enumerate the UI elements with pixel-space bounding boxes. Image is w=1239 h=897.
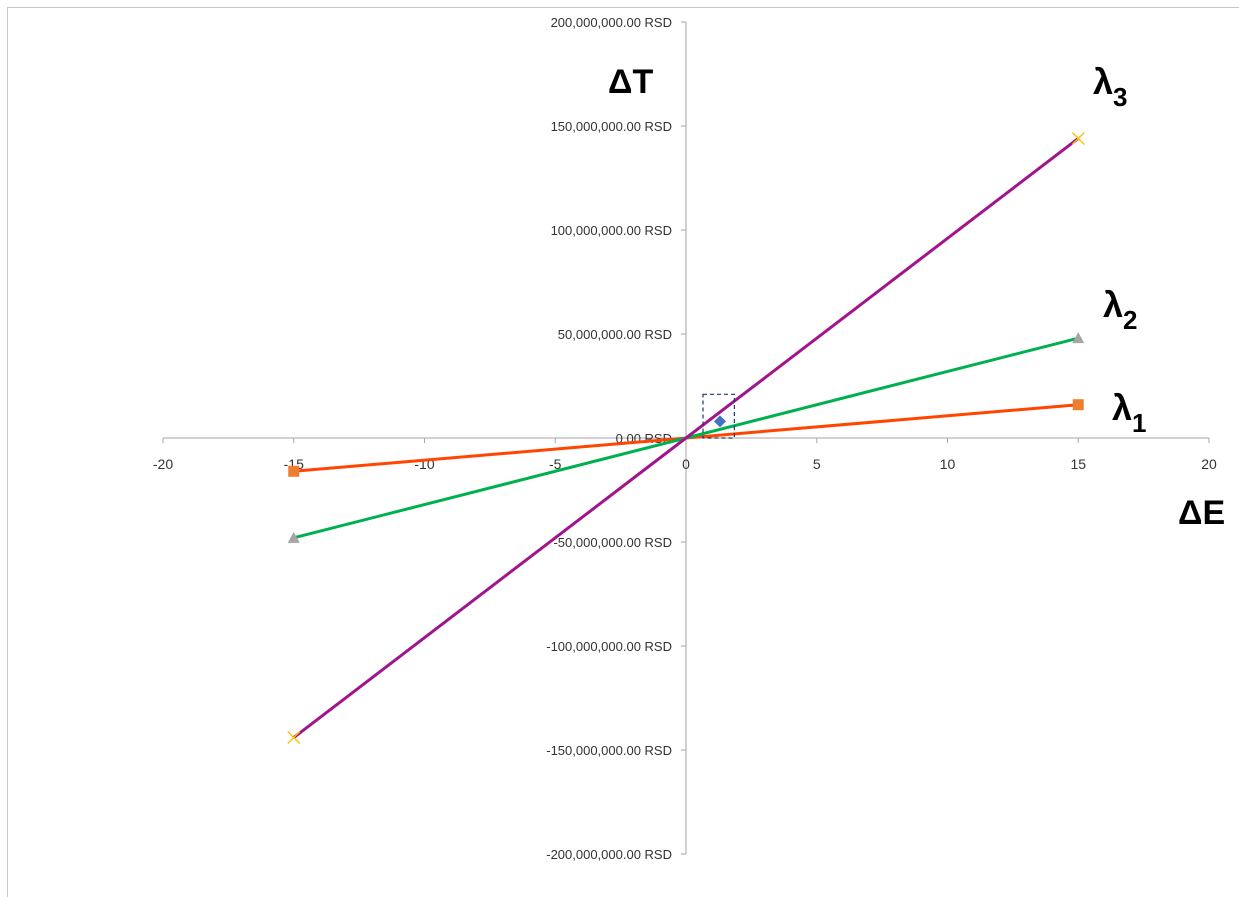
diamond-marker bbox=[713, 415, 726, 428]
x-marker-stroke bbox=[287, 731, 301, 744]
x-tick-label: -20 bbox=[153, 456, 173, 472]
triangle-marker bbox=[1072, 332, 1085, 344]
x-marker bbox=[287, 731, 301, 744]
y-tick-label: -150,000,000.00 RSD bbox=[546, 743, 672, 758]
y-tick-label: 100,000,000.00 RSD bbox=[551, 223, 672, 238]
x-marker-stroke bbox=[1071, 132, 1085, 145]
highlight-box bbox=[702, 393, 735, 439]
series-label-λ1: λ1 bbox=[1112, 387, 1147, 438]
triangle-marker bbox=[287, 531, 300, 543]
x-axis-title: ΔE bbox=[1178, 494, 1225, 532]
series-label-λ3: λ3 bbox=[1093, 61, 1128, 112]
square-marker bbox=[288, 465, 300, 477]
chart-frame bbox=[7, 7, 1239, 897]
x-tick-label: 10 bbox=[940, 456, 956, 472]
y-axis-title: ΔT bbox=[608, 63, 653, 101]
label-layer: λ1 λ2 λ3 bbox=[1093, 61, 1147, 438]
y-tick-label: -200,000,000.00 RSD bbox=[546, 847, 672, 862]
series-label-λ2: λ2 bbox=[1103, 284, 1138, 335]
x-tick-label: -5 bbox=[549, 456, 562, 472]
y-tick-label: 150,000,000.00 RSD bbox=[551, 119, 672, 134]
marker-layer bbox=[287, 132, 1085, 744]
y-tick-label: 200,000,000.00 RSD bbox=[551, 15, 672, 30]
series-layer bbox=[292, 137, 1080, 739]
square-marker bbox=[1072, 399, 1084, 411]
x-tick-label: 15 bbox=[1070, 456, 1086, 472]
y-tick-label: 50,000,000.00 RSD bbox=[558, 327, 672, 342]
y-tick-label: -50,000,000.00 RSD bbox=[553, 535, 672, 550]
series-line-λ3 bbox=[292, 137, 1080, 739]
x-tick-label: 5 bbox=[813, 456, 821, 472]
axes-layer: -20 -15 -10 -5 0 5 10 15 20-200,000,000.00 RSD-1… bbox=[153, 15, 1217, 862]
y-tick-label: -100,000,000.00 RSD bbox=[546, 639, 672, 654]
x-tick-label: 0 bbox=[682, 456, 690, 472]
x-tick-label: 20 bbox=[1201, 456, 1217, 472]
x-marker bbox=[1071, 132, 1085, 145]
